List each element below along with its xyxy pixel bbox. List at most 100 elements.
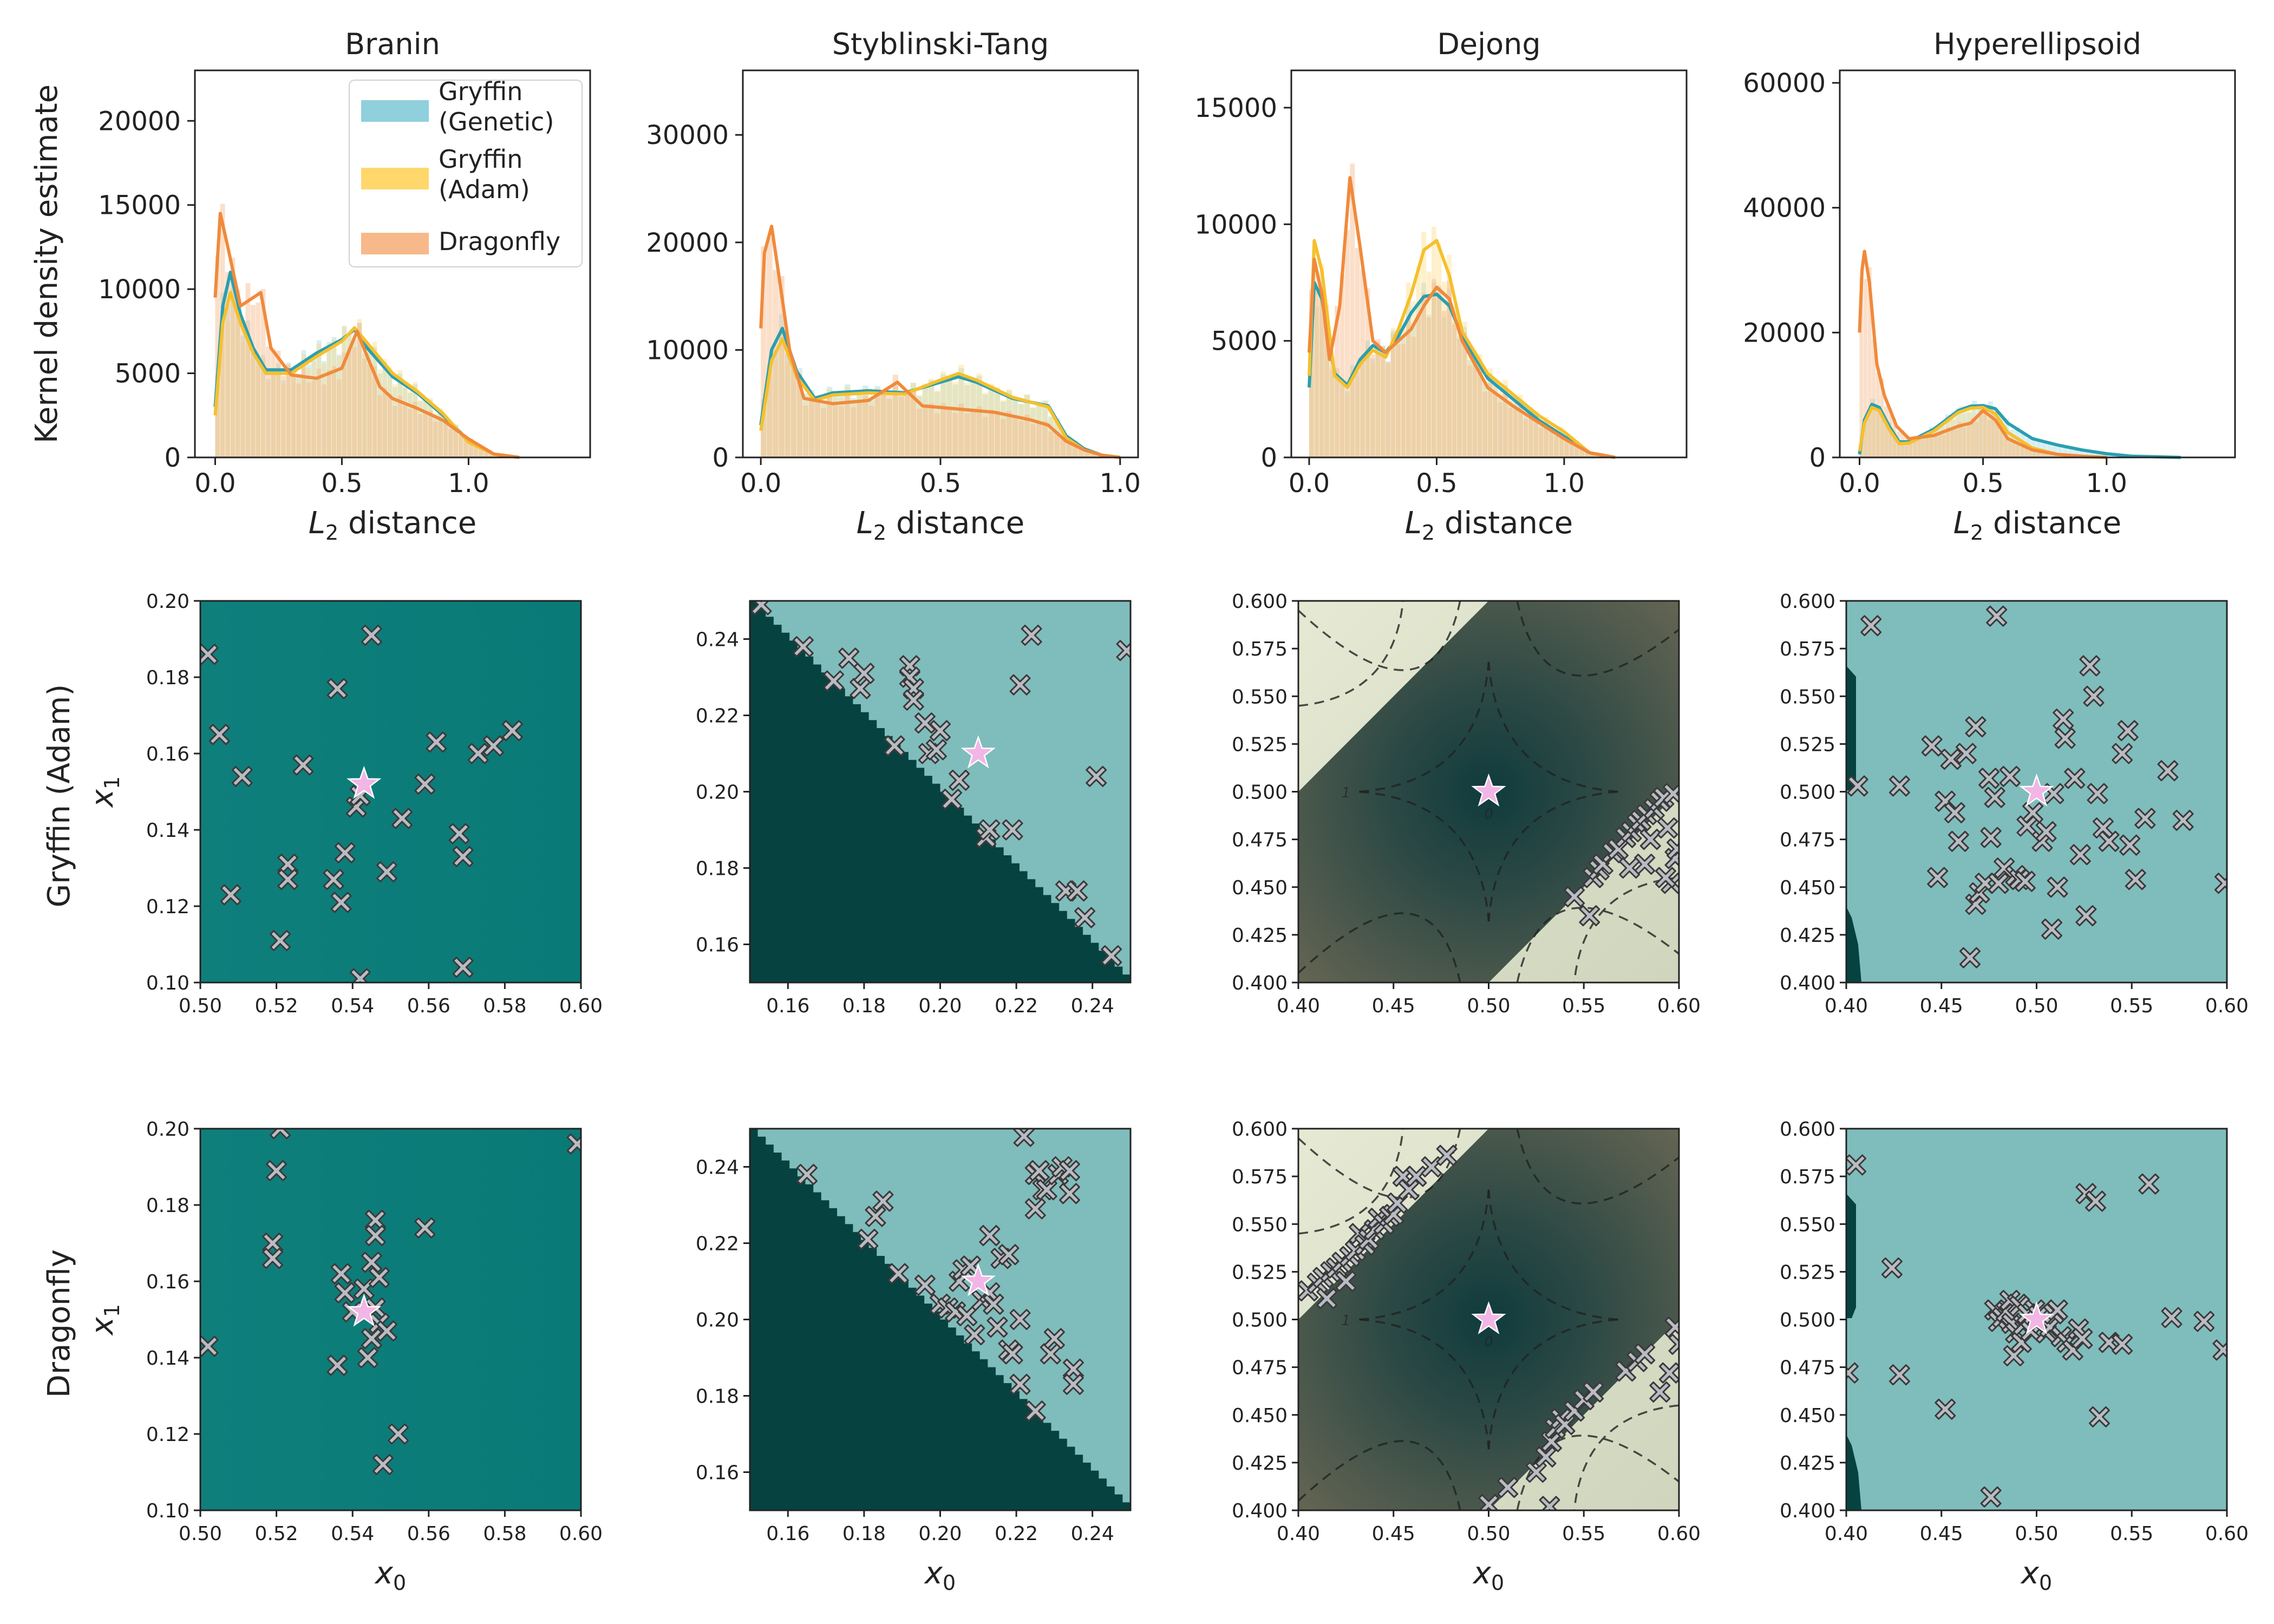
- histogram-bar: [1548, 424, 1554, 457]
- histogram-bar: [240, 335, 245, 457]
- histogram-bar: [790, 369, 796, 457]
- histogram-bar: [1477, 367, 1482, 457]
- histogram-bar: [266, 378, 271, 457]
- histogram-bar: [2089, 450, 2095, 457]
- histogram-bar: [1066, 444, 1072, 457]
- histogram-bar: [281, 376, 286, 457]
- legend-label: Dragonfly: [439, 227, 560, 256]
- histogram-bar: [321, 384, 326, 457]
- histogram-bar: [820, 404, 827, 457]
- histogram-bar: [468, 440, 474, 457]
- histogram-bar: [311, 361, 317, 457]
- x-tick-label: 0.24: [1071, 1523, 1114, 1545]
- histogram-bar: [1482, 391, 1488, 457]
- contour-line: [1359, 662, 1490, 793]
- histogram-bar: [1436, 243, 1442, 457]
- histogram-bar: [1096, 454, 1102, 457]
- histogram-bar: [2095, 453, 2100, 457]
- y-tick-label: 0.425: [1780, 925, 1835, 947]
- histogram-bar: [1502, 394, 1508, 457]
- histogram-bar: [393, 387, 397, 457]
- histogram-bar: [433, 413, 438, 457]
- y-tick-label: 0.600: [1780, 591, 1835, 613]
- histogram-bar: [1054, 418, 1060, 457]
- histogram-bar: [463, 438, 468, 457]
- y-tick-label: 0.20: [146, 591, 190, 613]
- y-tick-label: 0.400: [1232, 1500, 1288, 1522]
- histogram-bar: [820, 402, 827, 457]
- x-tick-label: 0.45: [1372, 1523, 1415, 1545]
- histogram-bar: [1329, 366, 1335, 457]
- histogram-bar: [408, 392, 413, 457]
- histogram-bar: [1370, 362, 1375, 457]
- contour-line: [1487, 1318, 1618, 1450]
- histogram-bar: [1590, 453, 1595, 457]
- x-tick-label: 0.56: [407, 995, 450, 1017]
- histogram-bar: [1538, 428, 1544, 457]
- histogram-bar: [1498, 395, 1503, 457]
- histogram-bar: [2111, 455, 2116, 457]
- kde-panel-hyperellipsoid: 0.0 0.5 1.0 0 20000 40000 60000 Hyperellipsoid L…: [1743, 27, 2236, 545]
- histogram-bar: [1956, 408, 1961, 457]
- histogram-bar: [1924, 435, 1929, 457]
- histogram-bars: [1309, 163, 1615, 457]
- histogram-bar: [1432, 283, 1436, 457]
- histogram-bar: [357, 322, 362, 457]
- histogram-bar: [1457, 336, 1462, 457]
- histogram-bar: [767, 374, 773, 457]
- histogram-bar: [1314, 273, 1319, 457]
- histogram-bar: [1991, 408, 1995, 457]
- histogram-bar: [785, 362, 790, 457]
- optimum-star: [1471, 773, 1506, 807]
- histogram-bar: [1462, 332, 1467, 457]
- histogram-bar: [2049, 453, 2053, 457]
- histogram-bar: [245, 320, 251, 457]
- histogram-bar: [479, 447, 483, 457]
- background-field: [200, 601, 581, 983]
- histogram-bar: [377, 395, 382, 457]
- y-tick-label: 60000: [1743, 68, 1826, 99]
- histogram-bar: [1426, 315, 1432, 457]
- histogram-bar: [1048, 416, 1054, 457]
- y-axis-label: Kernel density estimate: [29, 84, 64, 443]
- histogram-bar: [1933, 428, 1938, 457]
- histogram-bar: [964, 383, 970, 457]
- x-tick-label: 0.55: [1562, 995, 1605, 1017]
- histogram-bar: [2016, 437, 2020, 457]
- histogram-bar: [1036, 404, 1042, 457]
- histogram-bar: [1991, 414, 1995, 457]
- y-tick-label: 0.400: [1780, 1500, 1835, 1522]
- histogram-bar: [1544, 424, 1549, 457]
- histogram-bar: [916, 395, 923, 457]
- histogram-bar: [377, 370, 382, 457]
- histogram-bar: [820, 408, 827, 457]
- histogram-bar: [1426, 317, 1432, 457]
- dark-region: [750, 601, 1131, 983]
- x-tick-label: 0.60: [1657, 1523, 1701, 1545]
- histogram-bar: [1452, 325, 1457, 457]
- x-axis-label: x0: [374, 1556, 406, 1595]
- histogram-bar: [215, 373, 220, 457]
- histogram-bar: [1897, 441, 1902, 457]
- x-tick-label: 0.20: [918, 1523, 962, 1545]
- histogram-bar: [916, 409, 923, 457]
- histogram-bar: [1579, 449, 1585, 457]
- histogram-bar: [1979, 404, 1983, 457]
- histogram-bar: [423, 398, 428, 457]
- histogram-bar: [1584, 450, 1590, 457]
- histogram-bar: [1006, 411, 1012, 457]
- x-tick-label: 0.40: [1825, 1523, 1868, 1545]
- y-tick-label: 40000: [1743, 193, 1826, 224]
- histogram-bar: [773, 360, 779, 457]
- histogram-bar: [1900, 442, 1905, 457]
- histogram-bar: [1350, 163, 1355, 457]
- histogram-bar: [235, 311, 240, 457]
- histogram-bar: [952, 384, 958, 457]
- histogram-bar: [1544, 422, 1549, 457]
- histogram-bar: [1477, 353, 1482, 457]
- histogram-bar: [2079, 449, 2084, 457]
- legend-label: (Adam): [439, 175, 530, 204]
- histogram-bar: [1319, 264, 1324, 457]
- histogram-bar: [1975, 414, 1979, 457]
- histogram-bar: [220, 292, 225, 457]
